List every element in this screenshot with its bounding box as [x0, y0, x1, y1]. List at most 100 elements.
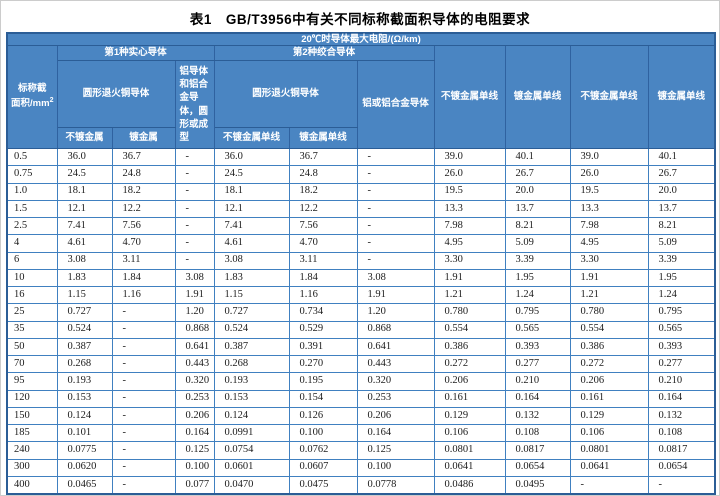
page-title: 表1 GB/T3956中有关不同标称截面积导体的电阻要求	[189, 12, 531, 27]
table-row: 50 0.387-0.641 0.387 0.391 0.641 0.386 0.393 0.…	[6, 337, 716, 357]
resistance-value-cell: 26.7	[504, 165, 571, 184]
resistance-value-cell: 0.101	[56, 423, 113, 443]
resistance-value-cell: 0.129	[569, 406, 649, 426]
resistance-value-cell: 0.125	[174, 441, 215, 460]
resistance-value-cell: 0.161	[569, 389, 649, 408]
resistance-value-cell: 0.132	[504, 406, 571, 426]
resistance-value-cell: 0.0775	[56, 441, 113, 460]
resistance-value-cell: 0.0641	[433, 458, 506, 477]
resistance-value-cell: 0.206	[356, 406, 435, 426]
header-material-row: 圆形退火铜导体 铝导体和铝合金导体，圆形或成型 圆形退火铜导体 铝或铝合金导体	[7, 60, 715, 149]
resistance-value-cell: 0.108	[647, 423, 716, 443]
resistance-value-cell: 13.7	[504, 199, 571, 219]
resistance-value-cell: -	[174, 182, 215, 201]
table-row: 0.5 36.0 36.7-36.0 36.7-39.0 40.1 39.0 40.1	[6, 147, 716, 167]
resistance-value-cell: -	[356, 182, 435, 201]
resistance-value-cell: 1.83	[213, 268, 290, 288]
resistance-value-cell: 0.0641	[569, 458, 649, 477]
resistance-value-cell: 1.20	[356, 303, 435, 322]
table-row: 35 0.524-0.868 0.524 0.529 0.868 0.554 0.565 0.…	[6, 320, 716, 339]
resistance-value-cell: 40.1	[647, 147, 716, 167]
resistance-value-cell: 24.5	[56, 165, 113, 184]
resistance-value-cell: 3.30	[433, 251, 506, 270]
resistance-value-cell: 5.09	[647, 234, 716, 253]
area-value-cell: 1.0	[6, 182, 58, 201]
resistance-value-cell: -	[111, 458, 176, 477]
resistance-value-cell: -	[111, 406, 176, 426]
resistance-value-cell: 1.15	[213, 285, 290, 305]
resistance-value-cell: 0.727	[213, 303, 290, 322]
resistance-value-cell: 0.0601	[213, 458, 290, 477]
resistance-value-cell: 0.0620	[56, 458, 113, 477]
resistance-value-cell: 0.0762	[288, 441, 358, 460]
resistance-value-cell: -	[356, 234, 435, 253]
resistance-value-cell: 3.08	[174, 268, 215, 288]
resistance-value-cell: 4.70	[111, 234, 176, 253]
resistance-value-cell: 4.61	[213, 234, 290, 253]
resistance-value-cell: 0.868	[356, 320, 435, 339]
resistance-value-cell: 0.320	[356, 372, 435, 391]
resistance-value-cell: 7.41	[56, 216, 113, 236]
area-value-cell: 6	[6, 251, 58, 270]
table-row: 1.5 12.1 12.2-12.1 12.2-13.3 13.7 13.3 13.7	[6, 199, 716, 219]
resistance-value-cell: 3.08	[356, 268, 435, 288]
resistance-value-cell: 0.0486	[433, 475, 506, 495]
resistance-value-cell: 1.91	[174, 285, 215, 305]
resistance-value-cell: 0.386	[569, 337, 649, 357]
resistance-value-cell: 1.15	[56, 285, 113, 305]
resistance-value-cell: -	[174, 147, 215, 167]
resistance-value-cell: 0.0991	[213, 423, 290, 443]
table-row: 300 0.0620-0.100 0.0601 0.0607 0.100 0.0641 0.…	[6, 458, 716, 477]
resistance-value-cell: 20.0	[647, 182, 716, 201]
resistance-value-cell: 0.277	[504, 354, 571, 374]
resistance-value-cell: -	[111, 475, 176, 495]
resistance-value-cell: 1.20	[174, 303, 215, 322]
area-value-cell: 16	[6, 285, 58, 305]
area-value-cell: 0.5	[6, 147, 58, 167]
resistance-value-cell: 0.386	[433, 337, 506, 357]
header-type1-aluminum-cell: 铝导体和铝合金导体，圆形或成型	[174, 60, 215, 149]
resistance-value-cell: -	[356, 147, 435, 167]
resistance-value-cell: 0.641	[174, 337, 215, 357]
resistance-value-cell: 26.7	[647, 165, 716, 184]
resistance-value-cell: 0.780	[569, 303, 649, 322]
resistance-value-cell: 0.125	[356, 441, 435, 460]
table-row: 0.75 24.5 24.8-24.5 24.8-26.0 26.7 26.0 26.7	[6, 165, 716, 184]
resistance-value-cell: 1.21	[569, 285, 649, 305]
resistance-value-cell: 18.1	[213, 182, 290, 201]
area-value-cell: 0.75	[6, 165, 58, 184]
table-row: 120 0.153-0.253 0.153 0.154 0.253 0.161 0.164 0…	[6, 389, 716, 408]
resistance-value-cell: 0.100	[174, 458, 215, 477]
resistance-value-cell: 0.0654	[504, 458, 571, 477]
resistance-value-cell: 0.129	[433, 406, 506, 426]
resistance-table: 20℃时导体最大电阻/(Ω/km) 标称截 面积/mm2 第1种实心导体 第2种…	[6, 32, 717, 495]
resistance-value-cell: 0.0465	[56, 475, 113, 495]
resistance-value-cell: 3.08	[56, 251, 113, 270]
resistance-value-cell: 0.153	[56, 389, 113, 408]
resistance-value-cell: 3.30	[569, 251, 649, 270]
resistance-value-cell: 0.153	[213, 389, 290, 408]
resistance-value-cell: 7.56	[288, 216, 358, 236]
area-value-cell: 1.5	[6, 199, 58, 219]
resistance-value-cell: 0.524	[213, 320, 290, 339]
resistance-value-cell: 0.272	[433, 354, 506, 374]
table-row: 6 3.08 3.11-3.08 3.11-3.30 3.39 3.30 3.39	[6, 251, 716, 270]
resistance-value-cell: 0.0817	[504, 441, 571, 460]
resistance-value-cell: 36.0	[56, 147, 113, 167]
resistance-value-cell: 4.61	[56, 234, 113, 253]
resistance-value-cell: 26.0	[569, 165, 649, 184]
resistance-value-cell: 0.124	[56, 406, 113, 426]
resistance-value-cell: -	[356, 165, 435, 184]
resistance-value-cell: 39.0	[569, 147, 649, 167]
resistance-value-cell: 3.08	[213, 251, 290, 270]
resistance-value-cell: 0.193	[213, 372, 290, 391]
resistance-value-cell: 0.154	[288, 389, 358, 408]
resistance-value-cell: -	[356, 216, 435, 236]
resistance-value-cell: 0.108	[504, 423, 571, 443]
resistance-value-cell: 0.554	[433, 320, 506, 339]
area-value-cell: 150	[6, 406, 58, 426]
resistance-value-cell: 0.206	[174, 406, 215, 426]
resistance-value-cell: 1.16	[288, 285, 358, 305]
resistance-value-cell: -	[356, 199, 435, 219]
resistance-value-cell: 26.0	[433, 165, 506, 184]
